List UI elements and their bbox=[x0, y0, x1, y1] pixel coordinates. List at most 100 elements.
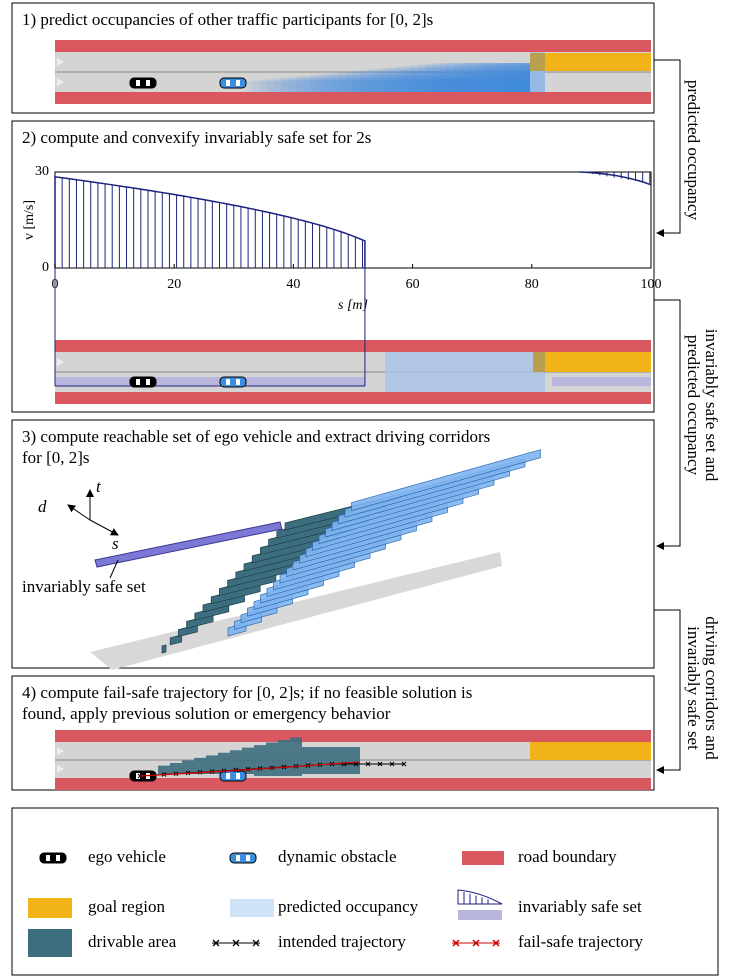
predicted-occupancy bbox=[288, 76, 545, 92]
x-tick-label: 40 bbox=[286, 277, 300, 292]
legend-marker bbox=[252, 939, 260, 947]
legend-swatch bbox=[230, 899, 274, 917]
invariably-safe-set-outline bbox=[579, 171, 652, 186]
lane-arrow bbox=[57, 747, 64, 755]
trajectory-marker bbox=[365, 761, 371, 767]
drivable-area bbox=[302, 747, 360, 774]
legend-label: ego vehicle bbox=[88, 847, 166, 866]
driving-corridor-slice bbox=[351, 449, 541, 512]
axis-s bbox=[89, 519, 119, 536]
invariably-safe-set-band bbox=[552, 377, 651, 386]
goal-region bbox=[530, 742, 651, 760]
predicted-occupancy bbox=[410, 64, 545, 92]
goal-overlap bbox=[533, 352, 545, 372]
predicted-occupancy bbox=[259, 79, 545, 92]
predicted-occupancy bbox=[403, 65, 545, 92]
legend-label: fail-safe trajectory bbox=[518, 932, 644, 951]
predicted-occupancy bbox=[324, 73, 545, 92]
predicted-occupancy bbox=[453, 63, 545, 92]
axis-d bbox=[67, 504, 91, 521]
vehicle-window bbox=[146, 80, 150, 86]
legend-swatch bbox=[28, 929, 72, 957]
x-tick-label: 100 bbox=[641, 277, 662, 292]
panel-box bbox=[11, 120, 655, 413]
side-label: driving corridors and bbox=[702, 616, 721, 760]
predicted-occupancy bbox=[281, 77, 545, 92]
invariably-safe-set-outline bbox=[54, 175, 366, 268]
predicted-occupancy bbox=[252, 80, 545, 92]
predicted-occupancy bbox=[317, 74, 545, 92]
fail-safe-trajectory bbox=[139, 761, 361, 777]
predicted-occupancy bbox=[432, 63, 545, 92]
vehicle bbox=[219, 770, 247, 782]
legend-marker bbox=[452, 939, 460, 947]
legend-label: dynamic obstacle bbox=[278, 847, 397, 866]
vehicle-window bbox=[236, 773, 240, 779]
panel-title: found, apply previous solution or emerge… bbox=[22, 704, 391, 723]
vehicle-window bbox=[236, 379, 240, 385]
panel-box bbox=[11, 419, 655, 669]
panel-title: 1) predict occupancies of other traffic … bbox=[22, 10, 433, 29]
predicted-occupancy bbox=[295, 76, 545, 92]
plot-frame bbox=[54, 171, 652, 269]
bracket-arrow bbox=[654, 299, 681, 550]
invariably-safe-set-band bbox=[55, 377, 365, 386]
drivable-area-slice bbox=[161, 644, 167, 654]
bracket-arrow bbox=[654, 609, 681, 774]
axis-label: t bbox=[96, 477, 102, 496]
legend-swatch bbox=[28, 898, 72, 918]
vehicle-window bbox=[226, 773, 230, 779]
lane-arrow bbox=[57, 58, 64, 66]
vehicle bbox=[129, 77, 157, 89]
predicted-occupancy bbox=[446, 63, 545, 92]
predicted-occupancy bbox=[273, 78, 545, 92]
vehicle-window bbox=[236, 855, 240, 861]
vehicle-window bbox=[56, 855, 60, 861]
road-boundary bbox=[55, 92, 651, 104]
x-axis-label: s [m] bbox=[338, 298, 368, 313]
road-boundary bbox=[55, 340, 651, 352]
lane-arrow bbox=[57, 765, 64, 773]
legend-marker bbox=[472, 939, 480, 947]
predicted-occupancy bbox=[439, 63, 545, 92]
goal-overlap bbox=[530, 53, 545, 71]
predicted-occupancy bbox=[381, 67, 545, 92]
legend-hatch bbox=[457, 889, 503, 905]
predicted-occupancy bbox=[353, 70, 545, 92]
predicted-occupancy bbox=[425, 63, 545, 92]
vehicle-window bbox=[236, 80, 240, 86]
trajectory-marker bbox=[389, 761, 395, 767]
vehicle-window bbox=[46, 855, 50, 861]
vehicle-window bbox=[136, 773, 140, 779]
trajectory-marker bbox=[401, 761, 407, 767]
ground-plane bbox=[90, 552, 502, 670]
predicted-occupancy bbox=[396, 66, 545, 92]
y-tick-label: 30 bbox=[35, 164, 49, 179]
vehicle bbox=[39, 852, 67, 864]
goal-region bbox=[545, 53, 651, 71]
predicted-occupancy bbox=[360, 69, 545, 92]
legend-swatch bbox=[458, 910, 502, 920]
road-boundary bbox=[55, 40, 651, 52]
legend-label: invariably safe set bbox=[518, 897, 642, 916]
lane-arrow bbox=[57, 78, 64, 86]
vehicle-window bbox=[246, 855, 250, 861]
side-label: invariably safe set and bbox=[702, 329, 721, 482]
x-tick-label: 60 bbox=[406, 277, 420, 292]
vehicle bbox=[219, 376, 247, 388]
legend-label: intended trajectory bbox=[278, 932, 406, 951]
legend-box bbox=[11, 807, 719, 976]
predicted-occupancy bbox=[385, 352, 545, 392]
x-tick-label: 80 bbox=[525, 277, 539, 292]
side-label: invariably safe set bbox=[684, 626, 703, 750]
vehicle-window bbox=[146, 379, 150, 385]
predicted-occupancy bbox=[302, 75, 545, 92]
legend-label: goal region bbox=[88, 897, 165, 916]
vehicle-window bbox=[226, 80, 230, 86]
predicted-occupancy bbox=[309, 74, 545, 92]
predicted-occupancy bbox=[266, 78, 545, 92]
y-tick-label: 0 bbox=[42, 260, 49, 275]
annotation-pointer bbox=[109, 559, 119, 579]
drivable-area-slice bbox=[169, 634, 183, 646]
